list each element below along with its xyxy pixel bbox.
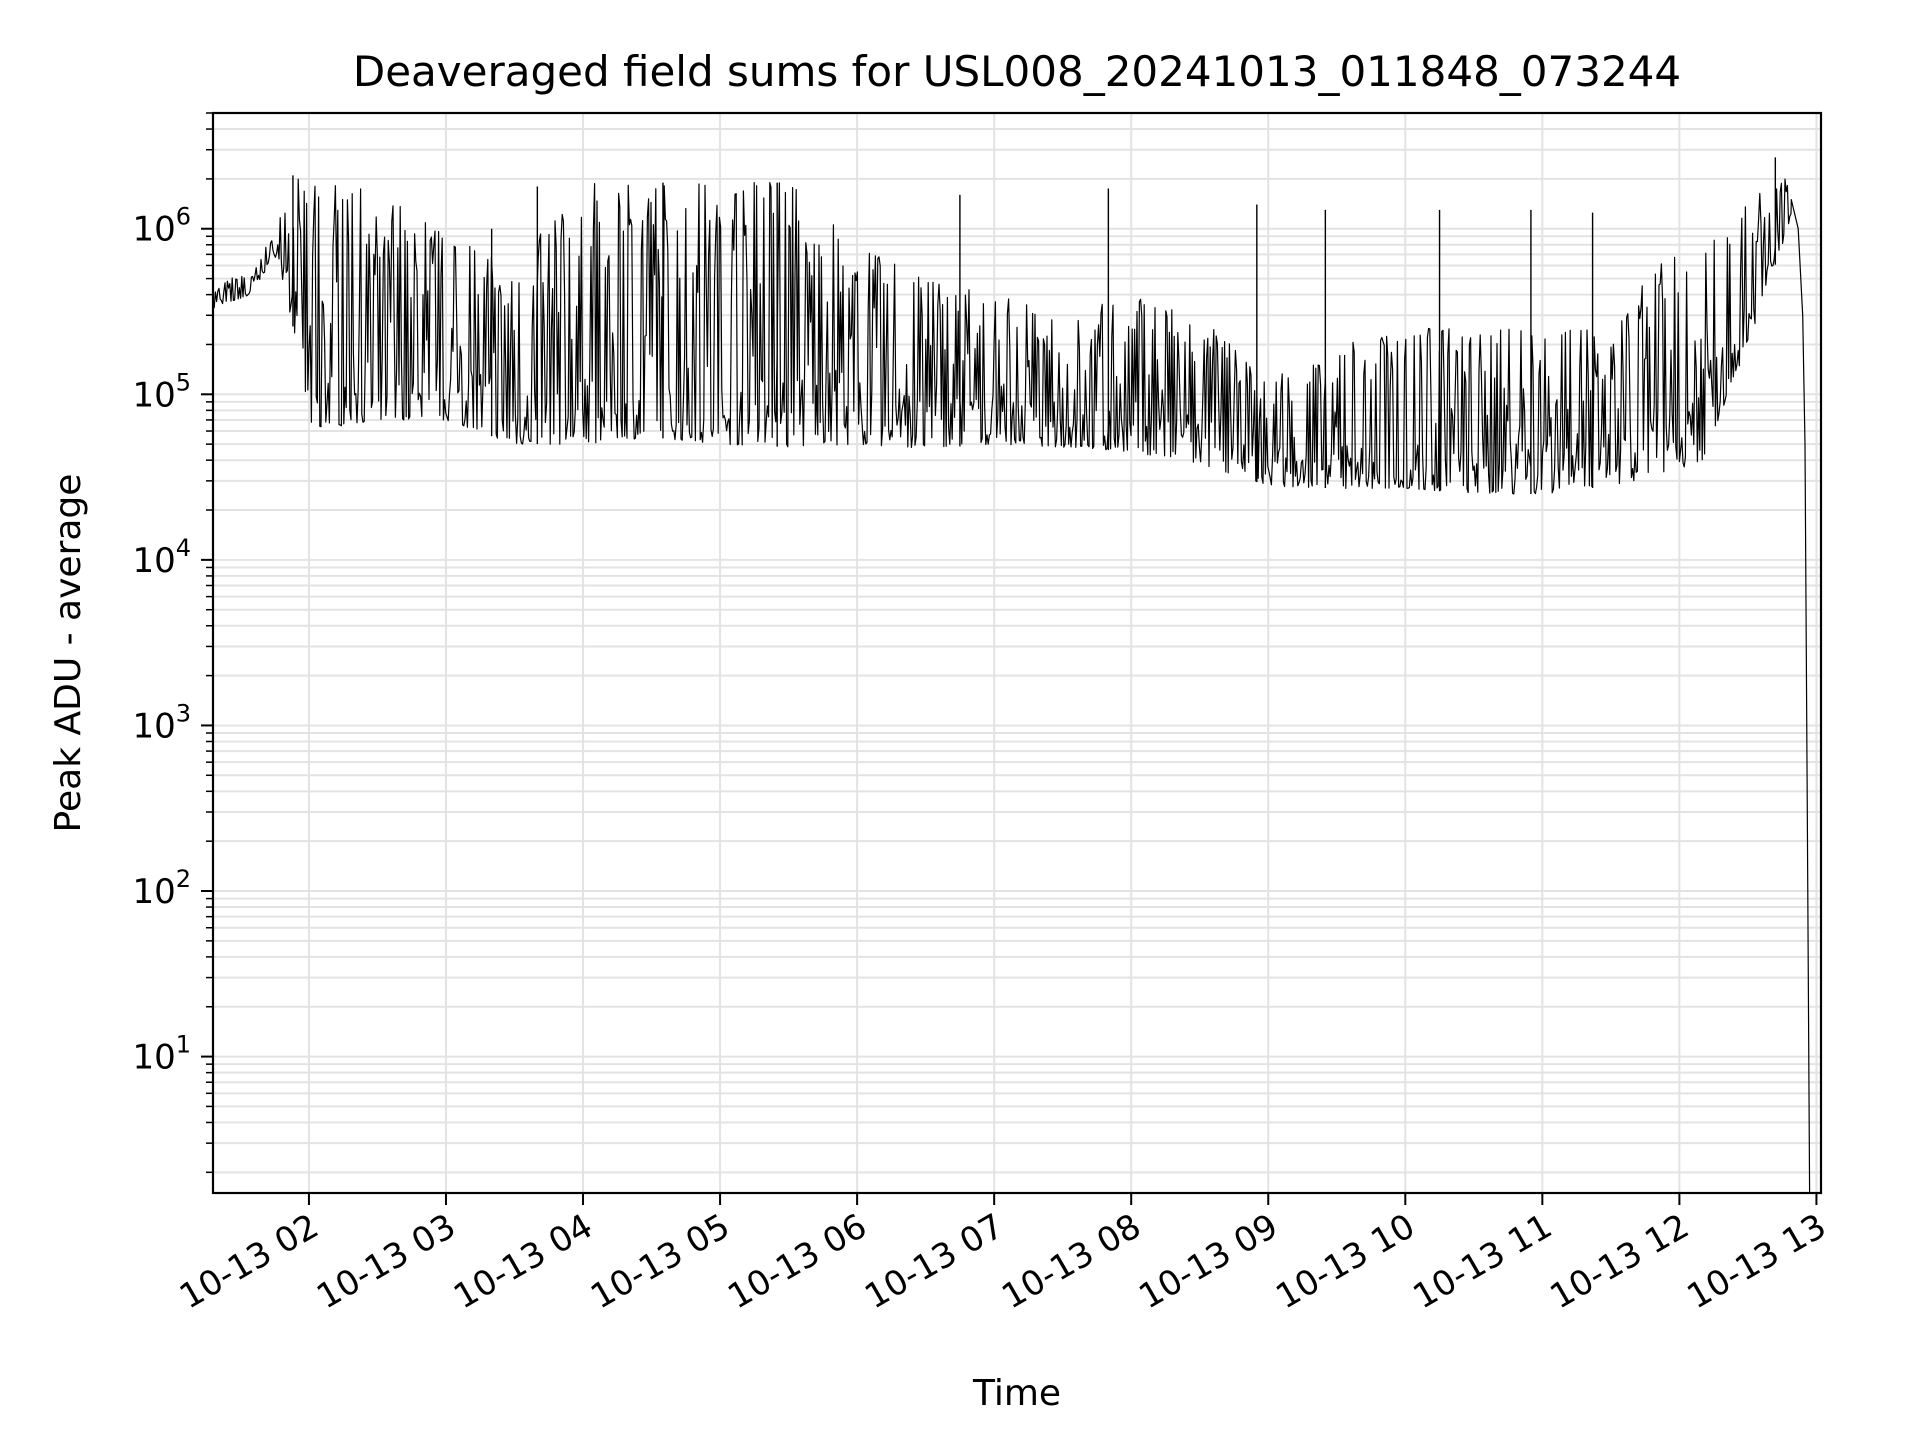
x-axis-label: Time xyxy=(972,1373,1061,1414)
y-tick-label: 101 xyxy=(132,1031,191,1078)
chart-title: Deaveraged field sums for USL008_2024101… xyxy=(353,47,1681,96)
plot-frame xyxy=(211,111,1823,1195)
y-tick-label: 105 xyxy=(132,368,191,415)
y-tick-label: 106 xyxy=(132,203,191,250)
series-layer xyxy=(212,157,1811,1194)
y-tick-label: 104 xyxy=(132,534,191,581)
grid xyxy=(213,112,1821,1193)
series-line xyxy=(212,178,1811,1194)
y-tick-label: 103 xyxy=(132,699,191,746)
y-axis-label: Peak ADU - average xyxy=(48,474,89,833)
y-tick-label: 102 xyxy=(132,865,191,912)
y-axis: 101 102 103 104 105 106 xyxy=(132,112,213,1174)
